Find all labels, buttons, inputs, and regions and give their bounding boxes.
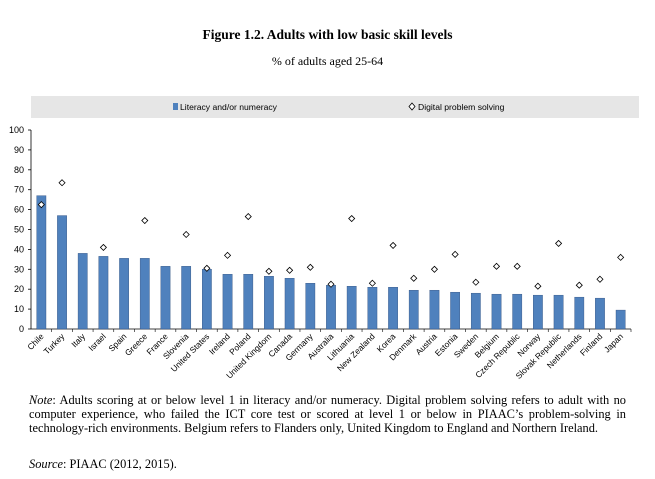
y-tick-label: 10 [14, 304, 24, 314]
diamond-poland [244, 212, 252, 221]
bar-australia [326, 285, 336, 330]
bar-austria [429, 289, 440, 330]
y-tick-label: 70 [14, 185, 24, 195]
y-tick-label: 50 [14, 225, 24, 235]
bar-turkey [57, 215, 67, 330]
legend-diamond-marker [408, 102, 416, 111]
bar-israel [98, 256, 109, 330]
diamond-denmark [410, 274, 418, 282]
diamond-united-states [203, 264, 211, 272]
x-tick-label: Ireland [207, 331, 232, 356]
bar-denmark [408, 289, 419, 330]
y-tick-label: 20 [14, 284, 24, 294]
diamond-lithuania [348, 214, 356, 223]
diamond-canada [286, 266, 294, 274]
y-tick-label: 90 [14, 145, 24, 155]
diamond-turkey [58, 179, 66, 187]
note-label: Note [29, 393, 53, 407]
bar-ireland [222, 274, 233, 330]
diamond-estonia [451, 250, 459, 258]
bar-spain [119, 258, 129, 330]
legend-label-literacy: Literacy and/or numeracy [180, 102, 278, 112]
diamond-sweden [472, 278, 480, 286]
bar-korea [388, 287, 398, 330]
bar-belgium [491, 293, 502, 330]
x-tick-label: Israel [86, 331, 108, 353]
diamond-czech-republic [513, 262, 521, 270]
bar-norway [533, 294, 543, 330]
source-line: Source: PIAAC (2012, 2015). [29, 457, 177, 472]
bar-lithuania [346, 286, 357, 330]
note-paragraph: Note: Adults scoring at or below level 1… [29, 393, 626, 436]
diamond-israel [99, 243, 107, 251]
bar-poland [243, 274, 254, 330]
bar-italy [77, 253, 88, 330]
legend-bar-swatch [173, 103, 178, 110]
x-tick-label: Turkey [41, 331, 67, 357]
diamond-australia [327, 280, 335, 288]
legend-label-digital: Digital problem solving [418, 102, 505, 112]
x-tick-label: Japan [602, 331, 625, 354]
diamond-slovak-republic [555, 239, 563, 247]
diamond-korea [389, 241, 397, 249]
y-tick-label: 60 [14, 205, 24, 215]
bar-united-kingdom [264, 276, 274, 330]
bar-united-states [202, 269, 212, 330]
bar-france [160, 266, 171, 330]
figure-title: Figure 1.2. Adults with low basic skill … [202, 27, 453, 42]
y-tick-label: 80 [14, 165, 24, 175]
bar-chile [36, 195, 47, 330]
bar-new-zealand [367, 287, 378, 330]
source-text: : PIAAC (2012, 2015). [62, 457, 177, 471]
bar-estonia [450, 291, 460, 330]
diamond-finland [596, 275, 604, 283]
x-tick-label: Italy [69, 331, 88, 350]
legend-box [31, 96, 639, 118]
diamond-norway [534, 282, 542, 290]
diamond-austria [430, 265, 439, 273]
diamond-belgium [492, 262, 501, 270]
bar-slovenia [181, 266, 192, 330]
y-tick-label: 40 [14, 244, 24, 254]
figure-subtitle: % of adults aged 25-64 [271, 54, 384, 68]
diamond-greece [141, 216, 149, 225]
diamond-new-zealand [368, 279, 376, 287]
bar-canada [284, 278, 295, 330]
bar-germany [305, 283, 316, 330]
diamond-slovenia [182, 230, 190, 239]
x-tick-label: Greece [123, 331, 150, 358]
y-tick-label: 30 [14, 264, 24, 274]
x-tick-label: Finland [578, 331, 605, 358]
bar-greece [139, 258, 150, 330]
diamond-united-kingdom [265, 267, 273, 275]
y-tick-label: 0 [19, 324, 24, 334]
source-label: Source [29, 457, 63, 471]
bar-japan [615, 309, 626, 330]
bar-finland [595, 297, 605, 330]
bar-sweden [470, 292, 481, 330]
note-text: : Adults scoring at or below level 1 in … [29, 393, 626, 436]
bar-chart: Literacy and/or numeracy Digital problem… [9, 96, 639, 381]
diamond-japan [617, 253, 625, 261]
bar-slovak-republic [553, 294, 564, 330]
diamond-chile [37, 201, 45, 209]
diamond-netherlands [575, 281, 583, 289]
bar-netherlands [574, 296, 585, 330]
y-tick-label: 100 [9, 125, 24, 135]
diamond-germany [306, 263, 314, 271]
bar-czech-republic [512, 293, 523, 330]
diamond-ireland [223, 251, 232, 259]
